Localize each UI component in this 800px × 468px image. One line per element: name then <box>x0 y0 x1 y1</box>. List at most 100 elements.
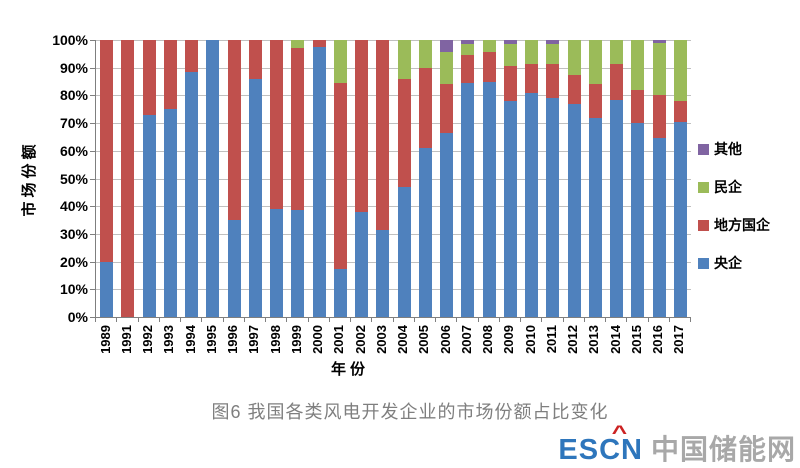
bar-2000 <box>312 40 326 317</box>
bar-2013 <box>588 40 602 317</box>
bar-segment-央企 <box>482 81 496 317</box>
gridline <box>96 289 691 291</box>
y-tick-label: 50% <box>59 170 88 187</box>
legend-swatch-icon <box>698 143 709 155</box>
bar-segment-央企 <box>248 78 262 317</box>
bar-segment-央企 <box>270 208 284 317</box>
bar-1998 <box>270 40 284 317</box>
x-tick-label: 1997 <box>246 325 262 354</box>
bar-segment-地方国企 <box>270 40 284 209</box>
y-tick-mark <box>90 40 95 41</box>
x-tick-label: 2014 <box>607 325 623 354</box>
bar-segment-地方国企 <box>376 40 390 230</box>
x-tick-label: 1995 <box>203 325 219 354</box>
gridline <box>96 150 691 152</box>
bar-segment-地方国企 <box>291 48 305 211</box>
legend-swatch-icon <box>698 219 709 231</box>
x-tick-label: 2011 <box>543 325 559 354</box>
x-tick-label: 2015 <box>628 325 644 354</box>
bar-segment-地方国企 <box>546 63 560 99</box>
bar-1996 <box>227 40 241 317</box>
x-tick-label: 2007 <box>458 325 474 354</box>
y-tick-label: 10% <box>59 281 88 298</box>
bar-segment-地方国企 <box>185 40 199 72</box>
watermark: ESCN ^ 中国储能网 <box>558 423 796 468</box>
bar-2005 <box>418 40 432 317</box>
y-tick-mark <box>90 233 95 235</box>
bar-1997 <box>248 40 262 317</box>
legend-item-民企: 民企 <box>698 179 770 195</box>
bar-segment-地方国企 <box>673 100 687 122</box>
bar-2001 <box>333 40 347 317</box>
y-tick-label: 90% <box>59 59 88 76</box>
bar-segment-民企 <box>652 42 666 96</box>
gridline <box>96 67 691 69</box>
x-tick-mark <box>562 318 564 322</box>
x-tick-mark <box>435 318 436 322</box>
bar-segment-央企 <box>546 98 560 317</box>
bar-segment-央企 <box>355 211 369 317</box>
legend-label: 其他 <box>714 141 742 157</box>
legend-label: 民企 <box>714 179 742 195</box>
bar-segment-地方国企 <box>121 40 135 317</box>
x-tick-mark <box>328 318 330 322</box>
bar-segment-央企 <box>418 148 432 317</box>
x-tick-mark <box>265 318 266 322</box>
bar-segment-民企 <box>397 40 411 79</box>
bar-segment-央企 <box>567 103 581 317</box>
bar-segment-央企 <box>461 82 475 317</box>
gridline <box>96 206 691 208</box>
legend-item-地方国企: 地方国企 <box>698 217 770 233</box>
bar-segment-民企 <box>461 44 475 56</box>
bar-segment-其他 <box>440 40 454 53</box>
bar-segment-地方国企 <box>418 67 432 149</box>
bar-segment-民企 <box>588 40 602 85</box>
y-tick-mark <box>90 67 95 69</box>
bar-1993 <box>163 40 177 317</box>
bar-segment-民企 <box>631 40 645 90</box>
legend-swatch-icon <box>698 181 709 193</box>
bar-segment-民企 <box>440 52 454 85</box>
bar-segment-民企 <box>673 40 687 101</box>
bar-2002 <box>355 40 369 317</box>
y-tick-label: 20% <box>59 253 88 270</box>
x-tick-mark <box>180 318 181 322</box>
y-tick-label: 40% <box>59 198 88 215</box>
x-tick-mark <box>520 318 521 322</box>
bar-segment-地方国企 <box>142 40 156 115</box>
bar-segment-民企 <box>333 40 347 83</box>
bar-segment-央企 <box>440 132 454 317</box>
x-tick-mark <box>222 318 224 322</box>
bar-segment-地方国企 <box>567 74 581 104</box>
bar-segment-地方国企 <box>610 63 624 100</box>
legend-item-其他: 其他 <box>698 141 770 157</box>
bar-segment-民企 <box>546 44 560 64</box>
bar-segment-地方国企 <box>355 40 369 212</box>
bar-2003 <box>376 40 390 317</box>
x-tick-mark <box>413 318 415 322</box>
legend-item-央企: 央企 <box>698 255 770 271</box>
y-tick-mark <box>90 261 95 263</box>
bar-segment-民企 <box>482 40 496 53</box>
bar-2009 <box>503 40 517 317</box>
bar-1994 <box>185 40 199 317</box>
x-tick-mark <box>243 318 245 322</box>
bar-segment-民企 <box>503 44 517 67</box>
bar-2014 <box>610 40 624 317</box>
bar-1995 <box>206 40 220 317</box>
legend: 其他民企地方国企央企 <box>698 141 770 293</box>
x-tick-mark <box>626 318 628 322</box>
x-tick-mark <box>477 318 479 322</box>
bar-segment-央企 <box>610 99 624 317</box>
y-tick-label: 100% <box>52 32 88 48</box>
x-tick-mark <box>116 318 118 322</box>
gridline <box>96 233 691 235</box>
y-tick-mark <box>90 317 95 318</box>
x-tick-mark <box>158 318 160 322</box>
y-tick-label: 70% <box>59 115 88 132</box>
bar-2010 <box>525 40 539 317</box>
x-axis-title: 年份 <box>330 361 369 378</box>
gridline <box>96 95 691 97</box>
bar-segment-其他 <box>461 40 475 45</box>
